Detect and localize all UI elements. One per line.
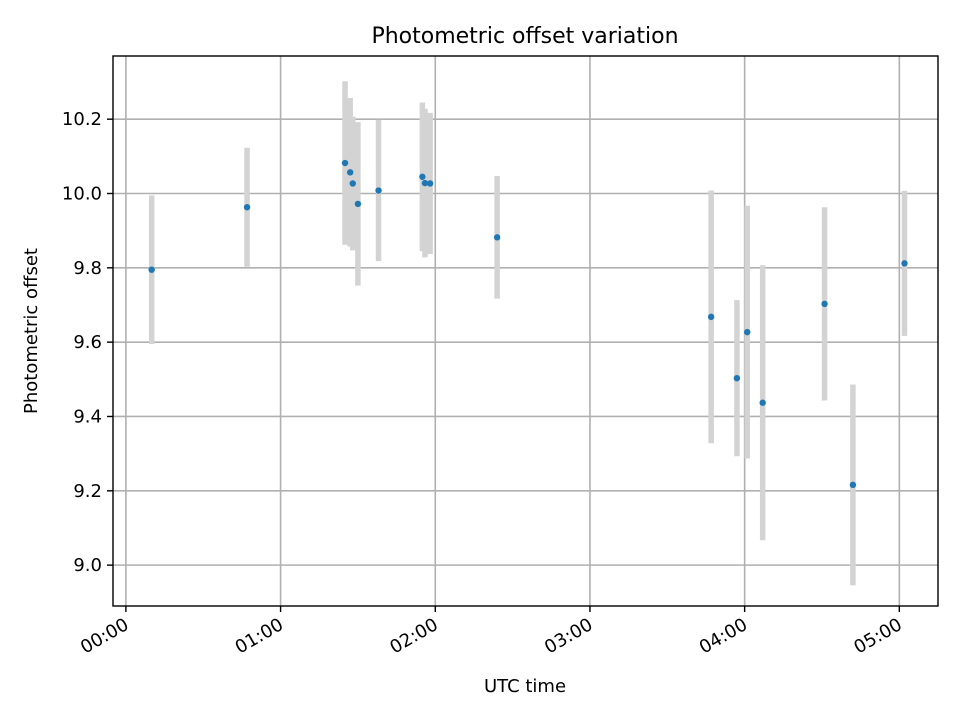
data-point <box>744 328 751 336</box>
y-tick-label: 9.8 <box>73 258 102 279</box>
data-point <box>341 159 349 167</box>
x-tick-label: 03:00 <box>541 614 596 658</box>
data-point <box>148 266 155 273</box>
plot-frame <box>112 55 939 607</box>
error-bars <box>148 81 908 586</box>
x-tick-label: 04:00 <box>696 614 751 658</box>
data-point <box>349 180 356 187</box>
data-point <box>901 260 908 267</box>
grid-lines <box>113 56 938 606</box>
data-point <box>419 173 426 180</box>
y-tick-label: 9.4 <box>73 406 102 427</box>
data-point <box>375 187 382 194</box>
x-tick-label: 00:00 <box>77 614 132 658</box>
y-tick-label: 9.6 <box>73 332 102 353</box>
data-point <box>759 399 766 406</box>
data-point <box>346 169 354 176</box>
chart-title: Photometric offset variation <box>371 24 678 49</box>
y-tick-label: 10.0 <box>62 184 102 205</box>
data-point <box>421 179 429 187</box>
x-tick-label: 05:00 <box>850 614 905 658</box>
x-tick-label: 01:00 <box>232 614 287 658</box>
data-point <box>821 300 828 308</box>
data-points <box>148 159 908 489</box>
y-axis-label: Photometric offset <box>21 248 42 414</box>
x-tick-label: 02:00 <box>386 614 441 658</box>
data-point <box>354 200 362 208</box>
data-point <box>733 374 741 382</box>
data-point <box>426 180 434 187</box>
data-point <box>849 481 857 489</box>
y-tick-label: 9.0 <box>73 555 102 576</box>
x-axis-label: UTC time <box>484 676 566 697</box>
data-point <box>707 313 715 321</box>
data-point <box>493 234 501 241</box>
axis-ticks: 00:00 01:00 02:00 03:00 04:00 05:00 9.0 9.2 9.4 9… <box>62 109 906 658</box>
y-tick-label: 10.2 <box>62 109 102 130</box>
y-tick-label: 9.2 <box>73 481 102 502</box>
data-point <box>243 204 251 211</box>
